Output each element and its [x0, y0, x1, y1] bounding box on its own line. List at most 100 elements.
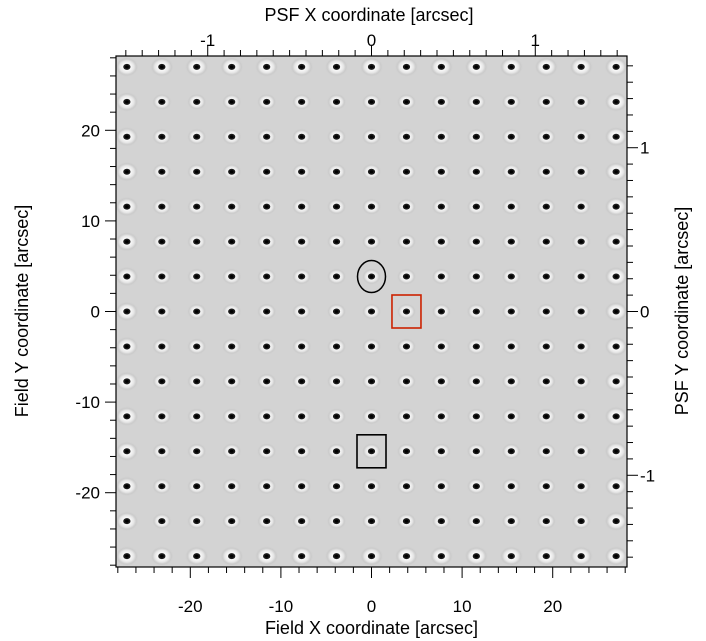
psf-spot: [186, 128, 207, 146]
psf-spot: [326, 337, 347, 355]
psf-peak: [404, 275, 409, 279]
psf-peak: [474, 414, 479, 418]
psf-peak: [474, 554, 479, 558]
psf-spot: [536, 407, 557, 425]
y2-tick-label: 1: [640, 139, 649, 158]
psf-spot: [151, 477, 172, 495]
psf-spot: [221, 442, 242, 460]
psf-peak: [160, 554, 164, 558]
psf-spot: [221, 163, 242, 181]
psf-peak: [229, 414, 234, 418]
psf-spot: [151, 372, 172, 390]
psf-peak: [299, 170, 304, 174]
psf-spot: [326, 198, 347, 216]
psf-peak: [439, 65, 444, 69]
psf-peak: [369, 240, 374, 244]
psf-spot: [466, 337, 487, 355]
psf-spot: [361, 268, 382, 286]
psf-peak: [404, 379, 409, 383]
psf-spot: [571, 372, 592, 390]
psf-layer: [114, 56, 629, 567]
psf-peak: [439, 379, 444, 383]
psf-spot: [219, 56, 244, 78]
psf-peak: [369, 65, 374, 69]
psf-peak: [579, 170, 583, 174]
psf-peak: [229, 344, 234, 348]
psf-spot: [256, 477, 277, 495]
psf-spot: [151, 233, 172, 251]
psf-spot: [534, 56, 559, 78]
psf-peak: [125, 65, 129, 69]
psf-peak: [439, 205, 444, 209]
psf-spot: [604, 301, 629, 322]
psf-spot: [114, 91, 139, 113]
psf-peak: [299, 449, 304, 453]
psf-peak: [439, 240, 444, 244]
psf-peak: [579, 205, 583, 209]
psf-peak: [229, 554, 234, 558]
psf-spot: [256, 512, 277, 530]
psf-spot: [501, 477, 522, 495]
psf-spot: [359, 545, 384, 567]
psf-peak: [125, 344, 129, 348]
psf-spot: [464, 545, 489, 567]
psf-spot: [536, 93, 557, 111]
psf-spot: [151, 198, 172, 216]
psf-spot: [186, 233, 207, 251]
psf-peak: [614, 379, 618, 383]
psf-peak: [125, 484, 129, 488]
psf-spot: [466, 407, 487, 425]
psf-spot: [499, 56, 524, 78]
psf-spot: [571, 128, 592, 146]
psf-peak: [334, 379, 339, 383]
psf-spot: [499, 545, 524, 567]
psf-spot: [221, 477, 242, 495]
psf-spot: [291, 512, 312, 530]
psf-peak: [125, 100, 129, 104]
psf-spot: [466, 477, 487, 495]
psf-peak: [264, 414, 269, 418]
psf-peak: [229, 275, 234, 279]
psf-spot: [326, 477, 347, 495]
psf-spot: [571, 442, 592, 460]
psf-peak: [544, 379, 549, 383]
psf-peak: [229, 100, 234, 104]
psf-spot: [361, 198, 382, 216]
psf-peak: [194, 240, 199, 244]
psf-peak: [299, 484, 304, 488]
psf-peak: [614, 554, 618, 558]
y-tick-label: -10: [75, 393, 100, 412]
psf-peak: [369, 414, 374, 418]
psf-spot: [256, 93, 277, 111]
psf-peak: [125, 449, 129, 453]
psf-spot: [186, 303, 207, 320]
y-tick-label: 0: [91, 303, 100, 322]
psf-spot: [466, 198, 487, 216]
psf-spot: [291, 477, 312, 495]
psf-peak: [509, 135, 514, 139]
psf-spot: [151, 93, 172, 111]
psf-spot: [114, 406, 139, 427]
psf-spot: [604, 406, 629, 427]
psf-spot: [186, 337, 207, 355]
psf-peak: [579, 344, 583, 348]
psf-peak: [509, 484, 514, 488]
psf-peak: [614, 519, 618, 523]
psf-peak: [369, 100, 374, 104]
psf-peak: [544, 519, 549, 523]
psf-peak: [194, 379, 199, 383]
psf-spot: [431, 268, 452, 286]
psf-spot: [184, 56, 209, 78]
x-tick-label: -20: [178, 597, 203, 616]
psf-spot: [431, 303, 452, 320]
psf-peak: [194, 554, 199, 558]
psf-peak: [264, 135, 269, 139]
psf-peak: [509, 449, 514, 453]
psf-spot: [291, 198, 312, 216]
y2-axis-title: PSF Y coordinate [arcsec]: [672, 207, 692, 415]
psf-spot: [429, 545, 454, 567]
psf-peak: [125, 414, 129, 418]
psf-spot: [184, 545, 209, 567]
